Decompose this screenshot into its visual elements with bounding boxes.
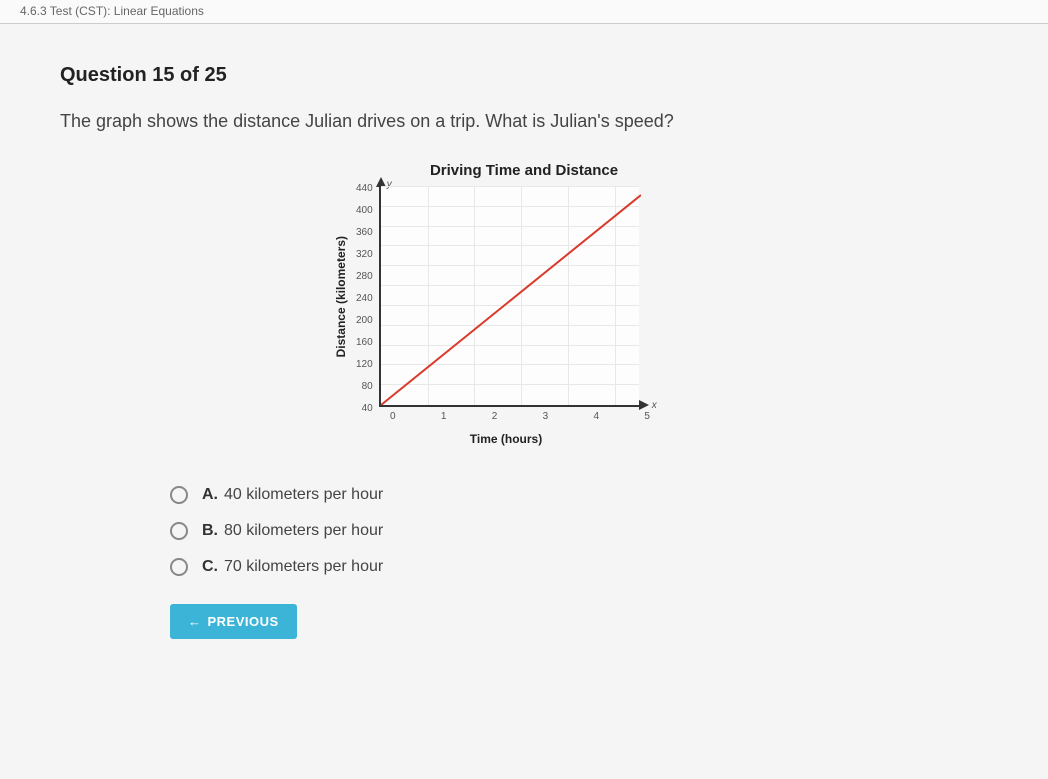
plot-area: y x — [379, 187, 639, 407]
data-line — [381, 185, 641, 405]
radio-icon[interactable] — [170, 558, 188, 576]
option-text: 70 kilometers per hour — [224, 558, 383, 576]
previous-button[interactable]: ← PREVIOUS — [170, 604, 297, 639]
x-axis-ticks: 0 1 2 3 4 5 — [390, 407, 650, 422]
answer-options: A. 40 kilometers per hour B. 80 kilomete… — [170, 486, 988, 576]
option-c[interactable]: C. 70 kilometers per hour — [170, 558, 988, 576]
question-header: Question 15 of 25 — [60, 64, 988, 87]
option-text: 40 kilometers per hour — [224, 486, 383, 504]
option-text: 80 kilometers per hour — [224, 522, 383, 540]
breadcrumb: 4.6.3 Test (CST): Linear Equations — [0, 0, 1048, 24]
question-text: The graph shows the distance Julian driv… — [60, 111, 988, 132]
chart-title: Driving Time and Distance — [334, 162, 714, 179]
option-letter: B. — [202, 522, 218, 540]
option-letter: C. — [202, 558, 218, 576]
y-axis-ticks: 440 400 360 320 280 240 200 160 120 80 4… — [356, 184, 379, 404]
question-content: Question 15 of 25 The graph shows the di… — [0, 24, 1048, 639]
previous-button-label: PREVIOUS — [208, 614, 279, 629]
option-letter: A. — [202, 486, 218, 504]
chart-wrapper: Driving Time and Distance Distance (kilo… — [60, 162, 988, 446]
y-axis-label: Distance (kilometers) — [334, 236, 348, 357]
option-b[interactable]: B. 80 kilometers per hour — [170, 522, 988, 540]
x-axis-label: Time (hours) — [376, 432, 636, 446]
x-axis-letter: x — [652, 400, 657, 411]
arrow-left-icon: ← — [188, 614, 202, 629]
chart: Driving Time and Distance Distance (kilo… — [334, 162, 714, 446]
radio-icon[interactable] — [170, 522, 188, 540]
radio-icon[interactable] — [170, 486, 188, 504]
option-a[interactable]: A. 40 kilometers per hour — [170, 486, 988, 504]
